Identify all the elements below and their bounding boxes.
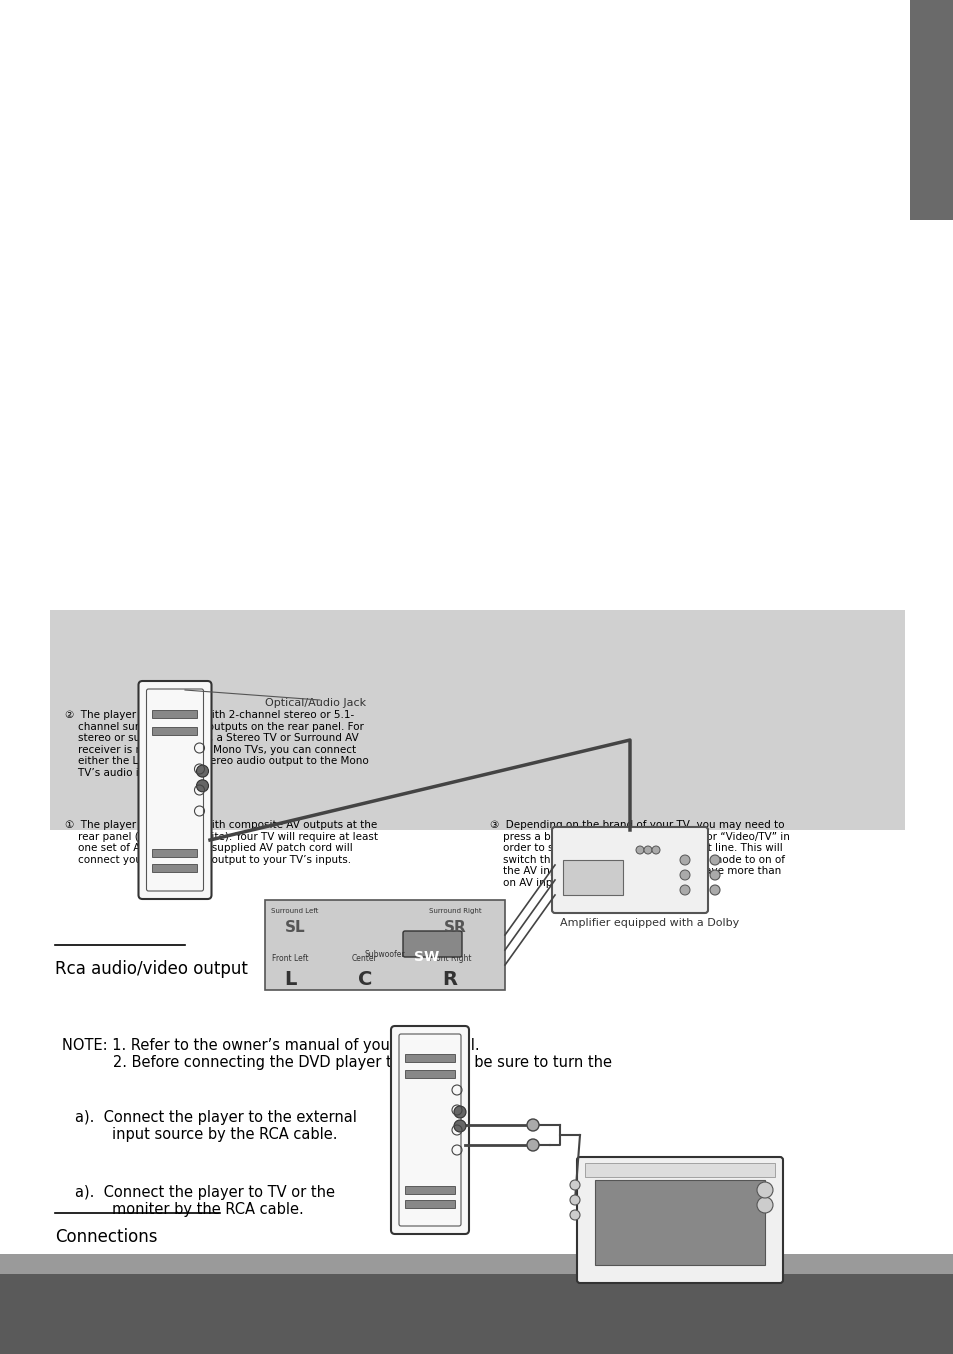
Bar [405, 1200, 455, 1208]
Text: Front Left: Front Left [272, 955, 308, 963]
Circle shape [757, 1182, 772, 1198]
Bar [405, 1053, 455, 1062]
Text: L: L [283, 969, 295, 988]
Circle shape [679, 871, 689, 880]
Text: Center: Center [352, 955, 377, 963]
Circle shape [454, 1120, 465, 1132]
Circle shape [709, 886, 720, 895]
Text: SL: SL [284, 919, 305, 936]
Bar [909, 0, 953, 219]
Text: Front Right: Front Right [428, 955, 471, 963]
Circle shape [196, 765, 209, 777]
Bar [562, 860, 622, 895]
Circle shape [651, 846, 659, 854]
Circle shape [569, 1210, 579, 1220]
Bar [0, 1254, 953, 1274]
Bar [0, 1274, 953, 1354]
Bar [265, 900, 504, 990]
Text: ②  The player is equipped with 2-channel stereo or 5.1-
    channel surround sou: ② The player is equipped with 2-channel … [65, 709, 369, 779]
FancyBboxPatch shape [138, 681, 212, 899]
Text: Optical/Audio Jack: Optical/Audio Jack [265, 699, 366, 708]
FancyBboxPatch shape [577, 1158, 782, 1284]
FancyBboxPatch shape [391, 1026, 469, 1233]
Text: Amplifier equipped with a Dolby: Amplifier equipped with a Dolby [559, 918, 739, 927]
Circle shape [569, 1196, 579, 1205]
Text: R: R [442, 969, 457, 988]
Circle shape [679, 886, 689, 895]
FancyBboxPatch shape [402, 932, 461, 957]
Text: SR: SR [443, 919, 466, 936]
Bar [595, 1179, 764, 1265]
Circle shape [526, 1139, 538, 1151]
Text: a).  Connect the player to the external
        input source by the RCA cable.: a). Connect the player to the external i… [75, 1110, 356, 1143]
Text: Rca audio/video output: Rca audio/video output [55, 960, 248, 978]
FancyBboxPatch shape [552, 827, 707, 913]
Bar [584, 1163, 774, 1177]
Circle shape [454, 1106, 465, 1118]
Bar [152, 711, 197, 718]
Circle shape [569, 1179, 579, 1190]
Text: Surround Left: Surround Left [271, 909, 318, 914]
Circle shape [526, 1118, 538, 1131]
Circle shape [679, 854, 689, 865]
Bar [152, 864, 197, 872]
Bar [152, 727, 197, 735]
Text: Surround Right: Surround Right [428, 909, 481, 914]
Bar [405, 1070, 455, 1078]
Text: NOTE: 1. Refer to the owner’s manual of your TV as well.
           2. Before co: NOTE: 1. Refer to the owner’s manual of … [62, 1039, 612, 1071]
Text: Subwoofer: Subwoofer [364, 951, 405, 959]
Text: C: C [357, 969, 372, 988]
Circle shape [709, 871, 720, 880]
Circle shape [709, 854, 720, 865]
Circle shape [636, 846, 643, 854]
Bar [50, 611, 904, 830]
Bar [405, 1186, 455, 1194]
Text: ①  The player is equipped with composite AV outputs at the
    rear panel (yello: ① The player is equipped with composite … [65, 821, 377, 865]
Text: ③  Depending on the brand of your TV, you may need to
    press a button labeled: ③ Depending on the brand of your TV, you… [490, 821, 789, 888]
Text: SW: SW [414, 951, 439, 964]
Circle shape [643, 846, 651, 854]
Circle shape [196, 780, 209, 792]
Text: a).  Connect the player to TV or the
        moniter by the RCA cable.: a). Connect the player to TV or the moni… [75, 1185, 335, 1217]
Bar [152, 849, 197, 857]
Text: Connections: Connections [55, 1228, 157, 1246]
Circle shape [757, 1197, 772, 1213]
